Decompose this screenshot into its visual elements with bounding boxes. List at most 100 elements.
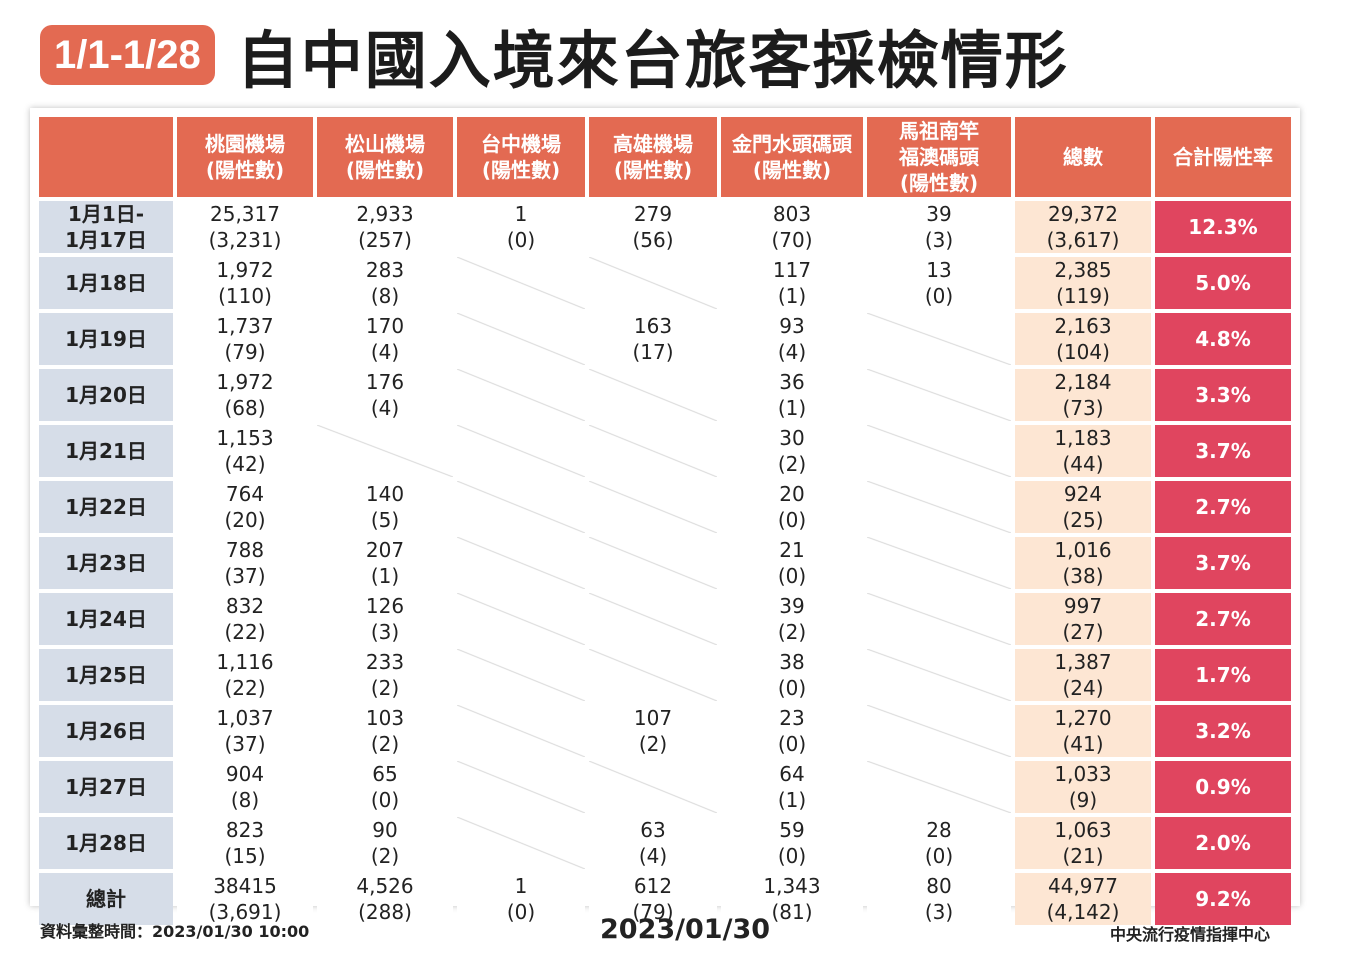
value-cell: 107 (2) — [589, 705, 717, 757]
value-cell: 823 (15) — [177, 817, 313, 869]
total-cell: 1,063 (21) — [1015, 817, 1151, 869]
value-cell: 39 (2) — [721, 593, 863, 645]
value-cell: 36 (1) — [721, 369, 863, 421]
table-row: 1月21日 1,153 (42) 30 (2) 1,183 (44) 3.7% — [39, 425, 1291, 477]
total-cell: 1,270 (41) — [1015, 705, 1151, 757]
date-cell: 1月21日 — [39, 425, 173, 477]
table-row: 1月23日 788 (37) 207 (1) 21 (0) 1,016 (38) 3.7% — [39, 537, 1291, 589]
table-row: 1月25日 1,116 (22) 233 (2) 38 (0) 1,387 (24) 1.7% — [39, 649, 1291, 701]
value-cell: 25,317 (3,231) — [177, 201, 313, 253]
empty-cell — [457, 649, 585, 701]
empty-cell — [589, 537, 717, 589]
value-cell: 20 (0) — [721, 481, 863, 533]
date-range-badge: 1/1-1/28 — [40, 25, 215, 85]
value-cell: 803 (70) — [721, 201, 863, 253]
empty-cell — [589, 369, 717, 421]
value-cell: 103 (2) — [317, 705, 453, 757]
empty-cell — [457, 537, 585, 589]
date-cell: 1月23日 — [39, 537, 173, 589]
value-cell: 904 (8) — [177, 761, 313, 813]
positive-rate-cell: 3.7% — [1155, 537, 1291, 589]
empty-cell — [867, 369, 1011, 421]
empty-cell — [457, 257, 585, 309]
date-cell: 1月19日 — [39, 313, 173, 365]
value-cell: 1,116 (22) — [177, 649, 313, 701]
empty-cell — [457, 593, 585, 645]
positive-rate-cell: 4.8% — [1155, 313, 1291, 365]
date-cell: 總計 — [39, 873, 173, 925]
value-cell: 30 (2) — [721, 425, 863, 477]
table-body: 1月1日- 1月17日 25,317 (3,231) 2,933 (257) 1 (0) 279… — [39, 201, 1291, 925]
table-row: 1月24日 832 (22) 126 (3) 39 (2) 997 (27) 2.7% — [39, 593, 1291, 645]
value-cell: 1,153 (42) — [177, 425, 313, 477]
value-cell: 23 (0) — [721, 705, 863, 757]
column-header — [39, 117, 173, 197]
value-cell: 207 (1) — [317, 537, 453, 589]
column-header: 總數 — [1015, 117, 1151, 197]
total-cell: 29,372 (3,617) — [1015, 201, 1151, 253]
title-bar: 1/1-1/28 自中國入境來台旅客採檢情形 — [40, 14, 1069, 97]
empty-cell — [867, 649, 1011, 701]
empty-cell — [317, 425, 453, 477]
positive-rate-cell: 1.7% — [1155, 649, 1291, 701]
total-cell: 1,387 (24) — [1015, 649, 1151, 701]
empty-cell — [867, 425, 1011, 477]
table-row: 1月27日 904 (8) 65 (0) 64 (1) 1,033 (9) 0.9% — [39, 761, 1291, 813]
table-container: 桃園機場 (陽性數) 松山機場 (陽性數) 台中機場 (陽性數) 高雄機場 (陽性數) 金門水頭… — [30, 108, 1300, 925]
value-cell: 170 (4) — [317, 313, 453, 365]
value-cell: 38 (0) — [721, 649, 863, 701]
value-cell: 283 (8) — [317, 257, 453, 309]
empty-cell — [589, 593, 717, 645]
date-cell: 1月24日 — [39, 593, 173, 645]
value-cell: 65 (0) — [317, 761, 453, 813]
source-label: 中央流行疫情指揮中心 — [1110, 925, 1271, 944]
empty-cell — [457, 817, 585, 869]
value-cell: 764 (20) — [177, 481, 313, 533]
positive-rate-cell: 3.7% — [1155, 425, 1291, 477]
column-header: 金門水頭碼頭 (陽性數) — [721, 117, 863, 197]
total-cell: 924 (25) — [1015, 481, 1151, 533]
total-cell: 997 (27) — [1015, 593, 1151, 645]
positive-rate-cell: 12.3% — [1155, 201, 1291, 253]
date-cell: 1月26日 — [39, 705, 173, 757]
date-cell: 1月25日 — [39, 649, 173, 701]
table-row: 1月1日- 1月17日 25,317 (3,231) 2,933 (257) 1 (0) 279… — [39, 201, 1291, 253]
total-cell: 44,977 (4,142) — [1015, 873, 1151, 925]
value-cell: 2,933 (257) — [317, 201, 453, 253]
value-cell: 28 (0) — [867, 817, 1011, 869]
empty-cell — [457, 369, 585, 421]
date-cell: 1月18日 — [39, 257, 173, 309]
table-row: 1月26日 1,037 (37) 103 (2) 107 (2) 23 (0) 1,270 (41)… — [39, 705, 1291, 757]
positive-rate-cell: 9.2% — [1155, 873, 1291, 925]
value-cell: 90 (2) — [317, 817, 453, 869]
value-cell: 176 (4) — [317, 369, 453, 421]
footer-date: 2023/01/30 — [600, 914, 771, 945]
empty-cell — [867, 761, 1011, 813]
total-cell: 2,184 (73) — [1015, 369, 1151, 421]
total-cell: 2,163 (104) — [1015, 313, 1151, 365]
date-cell: 1月28日 — [39, 817, 173, 869]
date-cell: 1月22日 — [39, 481, 173, 533]
header-row: 桃園機場 (陽性數) 松山機場 (陽性數) 台中機場 (陽性數) 高雄機場 (陽性數) 金門水頭… — [39, 117, 1291, 197]
table-row: 1月28日 823 (15) 90 (2) 63 (4) 59 (0) 28 (0) 1,063 (21… — [39, 817, 1291, 869]
column-header: 馬祖南竿 福澳碼頭 (陽性數) — [867, 117, 1011, 197]
positive-rate-cell: 5.0% — [1155, 257, 1291, 309]
column-header: 台中機場 (陽性數) — [457, 117, 585, 197]
compiled-time: 資料彙整時間：2023/01/30 10:00 — [40, 922, 310, 941]
value-cell: 832 (22) — [177, 593, 313, 645]
table-row: 1月20日 1,972 (68) 176 (4) 36 (1) 2,184 (73) 3.3% — [39, 369, 1291, 421]
value-cell: 13 (0) — [867, 257, 1011, 309]
date-cell: 1月27日 — [39, 761, 173, 813]
positive-rate-cell: 2.0% — [1155, 817, 1291, 869]
empty-cell — [867, 313, 1011, 365]
value-cell: 126 (3) — [317, 593, 453, 645]
column-header: 桃園機場 (陽性數) — [177, 117, 313, 197]
empty-cell — [867, 593, 1011, 645]
date-cell: 1月20日 — [39, 369, 173, 421]
empty-cell — [457, 481, 585, 533]
table-row: 1月18日 1,972 (110) 283 (8) 117 (1) 13 (0) 2,385 (11… — [39, 257, 1291, 309]
empty-cell — [867, 481, 1011, 533]
positive-rate-cell: 2.7% — [1155, 593, 1291, 645]
value-cell: 163 (17) — [589, 313, 717, 365]
value-cell: 1,037 (37) — [177, 705, 313, 757]
